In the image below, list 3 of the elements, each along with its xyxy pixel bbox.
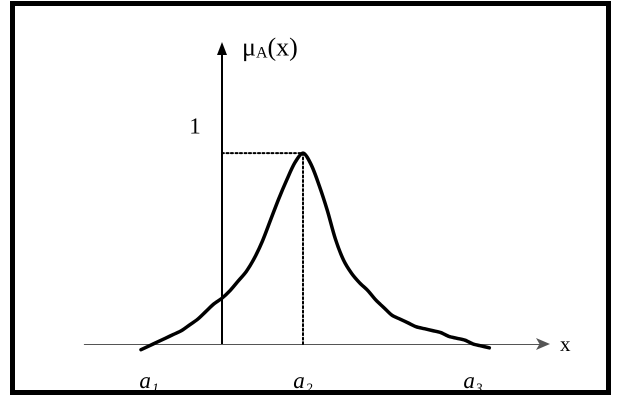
y-axis-title: μA(x) [242,32,298,62]
x-axis-title: x [560,332,571,356]
text: 1 [189,114,201,138]
